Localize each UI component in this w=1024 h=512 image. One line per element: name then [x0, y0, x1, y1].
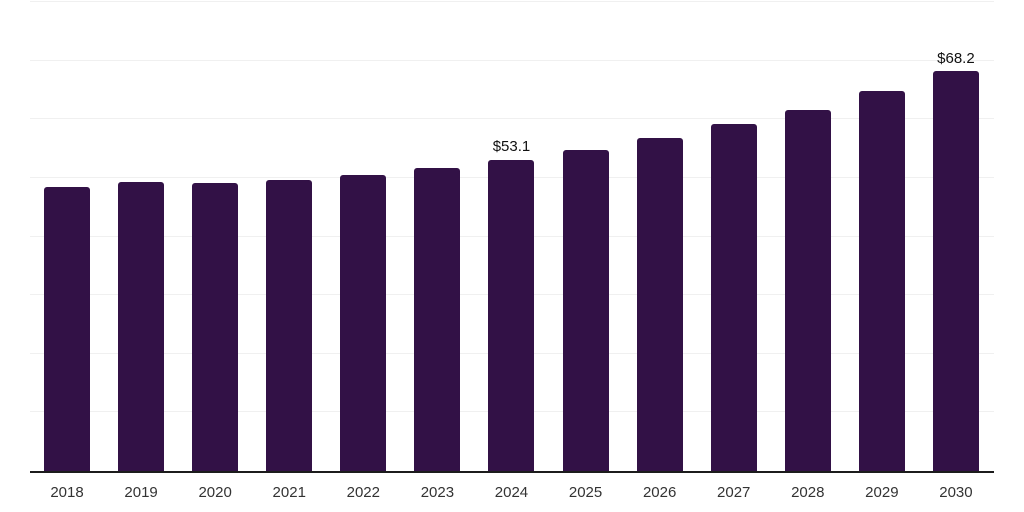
x-tick-label-2030: 2030 [939, 484, 973, 501]
x-tick-label-2026: 2026 [642, 484, 677, 501]
bars-layer: $53.1 $68.2 [30, 2, 994, 471]
bar-slot-2022 [340, 2, 387, 471]
bar-slot-2020 [192, 2, 239, 471]
bar-slot-2019 [118, 2, 165, 471]
x-tick-label-2024: 2024 [494, 484, 529, 501]
bar-2022 [340, 174, 387, 471]
bar-slot-2030: $68.2 [932, 2, 979, 471]
bar-slot-2018 [44, 2, 90, 471]
x-tick-label-2019: 2019 [124, 484, 158, 501]
bar-2030 [932, 71, 979, 471]
x-axis: 2018 2019 2020 2021 2022 2023 2024 2025 2026 2027… [30, 484, 994, 501]
bar-slot-2024: $53.1 [488, 2, 535, 471]
bar-value-label-2030: $68.2 [937, 49, 975, 67]
plot-area: $53.1 $68.2 [30, 1, 994, 473]
x-tick-label-2025: 2025 [568, 484, 603, 501]
bar-2029 [858, 90, 905, 471]
x-tick-label-2027: 2027 [717, 484, 751, 501]
gridline [30, 59, 994, 61]
bar-2024 [488, 159, 535, 471]
x-tick-label-2029: 2029 [865, 484, 899, 501]
bar-2027 [710, 123, 757, 471]
bar-2028 [784, 110, 831, 471]
gridline [30, 118, 994, 120]
gridline [30, 1, 994, 2]
x-tick-label-2018: 2018 [50, 484, 84, 501]
x-tick-label-2023: 2023 [420, 484, 455, 501]
bar-2025 [562, 149, 609, 471]
bar-2020 [192, 182, 239, 471]
bar-slot-2025 [562, 2, 609, 471]
bar-2021 [266, 180, 313, 471]
x-tick-label-2020: 2020 [198, 484, 232, 501]
bar-value-label-2024: $53.1 [492, 138, 531, 156]
bar-2026 [636, 138, 683, 471]
x-tick-label-2021: 2021 [272, 484, 306, 501]
bar-2019 [118, 181, 165, 471]
bar-slot-2029 [858, 2, 905, 471]
x-tick-label-2028: 2028 [791, 484, 825, 501]
bar-slot-2027 [710, 2, 757, 471]
x-tick-label-2022: 2022 [346, 484, 380, 501]
bar-slot-2023 [414, 2, 461, 471]
bar-2018 [44, 187, 90, 471]
bar-2023 [414, 167, 461, 471]
bar-slot-2026 [636, 2, 683, 471]
bar-slot-2028 [784, 2, 831, 471]
bar-slot-2021 [266, 2, 313, 471]
